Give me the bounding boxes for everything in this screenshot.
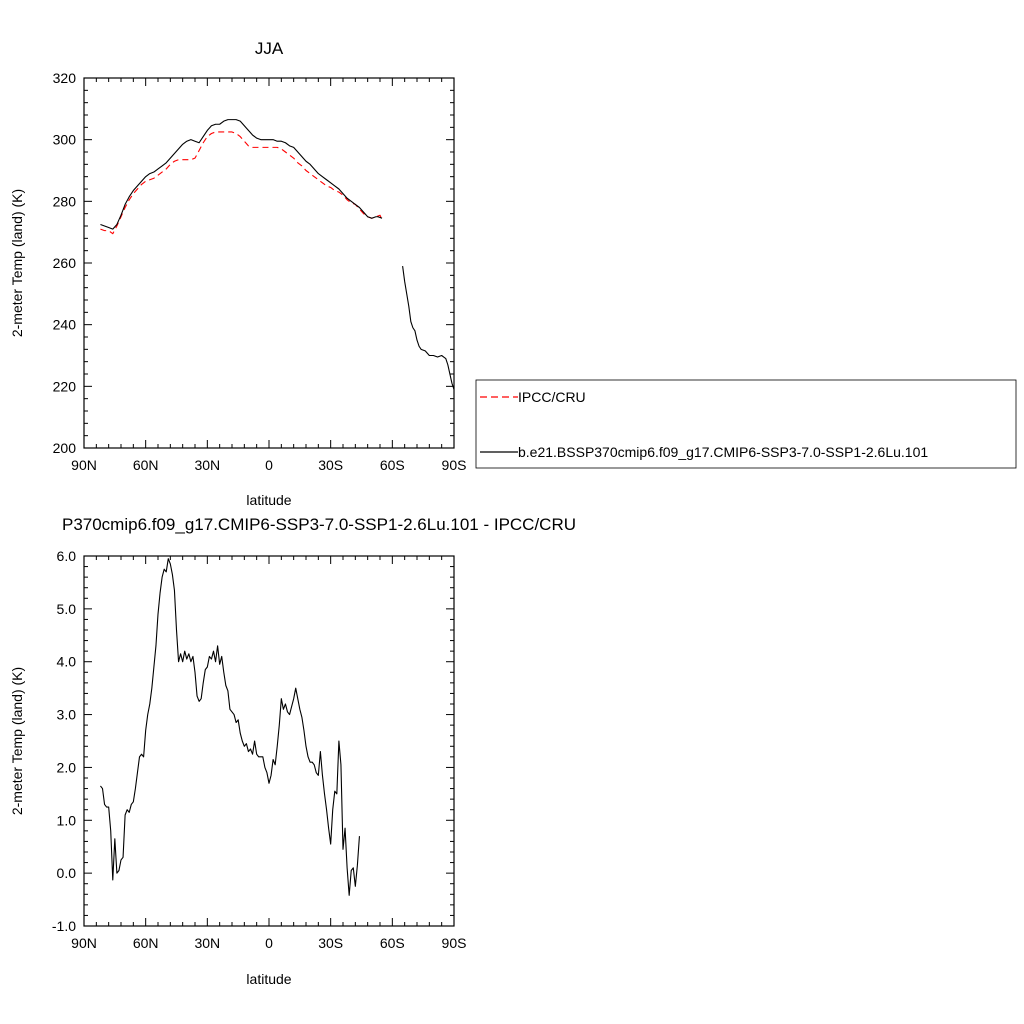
bottom-y-tick-label: 3.0 (57, 707, 77, 723)
bottom-x-tick-label: 60S (380, 935, 405, 951)
bottom-x-tick-label: 0 (265, 935, 273, 951)
top-ticks (83, 77, 455, 449)
top-x-tick-label: 90N (71, 457, 97, 473)
top-y-axis-label: 2-meter Temp (land) (K) (9, 189, 25, 337)
bottom-x-tick-label: 30S (318, 935, 343, 951)
bottom-y-tick-label: -1.0 (52, 918, 76, 934)
bottom-y-tick-label: 0.0 (57, 865, 77, 881)
bottom-y-axis-label: 2-meter Temp (land) (K) (9, 667, 25, 815)
top-chart-title: JJA (255, 39, 284, 58)
bottom-y-tick-label: 6.0 (57, 548, 77, 564)
bottom-x-tick-label: 90S (442, 935, 467, 951)
top-y-tick-label: 300 (53, 132, 77, 148)
top-panel: JJA 90N 60N 30N 0 30S 60S 90S 200 220 240 260 280 3… (9, 39, 466, 508)
bottom-x-tick-label: 90N (71, 935, 97, 951)
bottom-x-tick-label: 30N (194, 935, 220, 951)
legend-box (475, 379, 1017, 469)
bottom-y-tick-label: 4.0 (57, 654, 77, 670)
top-x-tick-label: 90S (442, 457, 467, 473)
top-x-tick-label: 60S (380, 457, 405, 473)
top-y-tick-label: 200 (53, 440, 77, 456)
top-series-1-line-segment-0 (100, 119, 383, 230)
bottom-y-tick-label: 5.0 (57, 601, 77, 617)
bottom-x-axis-label: latitude (246, 971, 291, 987)
legend-label-ipcc-cru: IPCC/CRU (518, 389, 586, 405)
top-y-tick-label: 220 (53, 378, 77, 394)
top-y-tick-label: 240 (53, 317, 77, 333)
top-x-axis-label: latitude (246, 492, 291, 508)
top-y-tick-label: 280 (53, 193, 77, 209)
top-x-tick-label: 0 (265, 457, 273, 473)
bottom-y-tick-labels: -1.0 0.0 1.0 2.0 3.0 4.0 5.0 6.0 (52, 548, 76, 934)
bottom-y-tick-label: 2.0 (57, 759, 77, 775)
bottom-x-tick-labels: 90N 60N 30N 0 30S 60S 90S (71, 935, 466, 951)
top-x-tick-label: 60N (133, 457, 159, 473)
bottom-series-layer (100, 558, 360, 896)
bottom-plot-frame (83, 555, 455, 927)
top-y-tick-labels: 200 220 240 260 280 300 320 (53, 70, 77, 456)
top-x-tick-label: 30S (318, 457, 343, 473)
bottom-series-0-line-segment-0 (100, 558, 360, 896)
top-series-1-line-segment-1 (402, 266, 455, 390)
bottom-ticks (83, 555, 455, 927)
legend-label-model: b.e21.BSSP370cmip6.f09_g17.CMIP6-SSP3-7.… (518, 444, 928, 460)
top-x-tick-labels: 90N 60N 30N 0 30S 60S 90S (71, 457, 466, 473)
legend: IPCC/CRU b.e21.BSSP370cmip6.f09_g17.CMIP… (475, 379, 1017, 469)
bottom-y-tick-label: 1.0 (57, 812, 77, 828)
top-series-0-line-segment-0 (100, 131, 383, 235)
bottom-panel: P370cmip6.f09_g17.CMIP6-SSP3-7.0-SSP1-2.… (9, 515, 576, 987)
top-y-tick-label: 260 (53, 255, 77, 271)
top-x-tick-label: 30N (194, 457, 220, 473)
bottom-chart-title: P370cmip6.f09_g17.CMIP6-SSP3-7.0-SSP1-2.… (62, 515, 576, 534)
top-plot-frame (83, 77, 455, 449)
bottom-x-tick-label: 60N (133, 935, 159, 951)
top-series-layer (100, 119, 455, 390)
top-y-tick-label: 320 (53, 70, 77, 86)
